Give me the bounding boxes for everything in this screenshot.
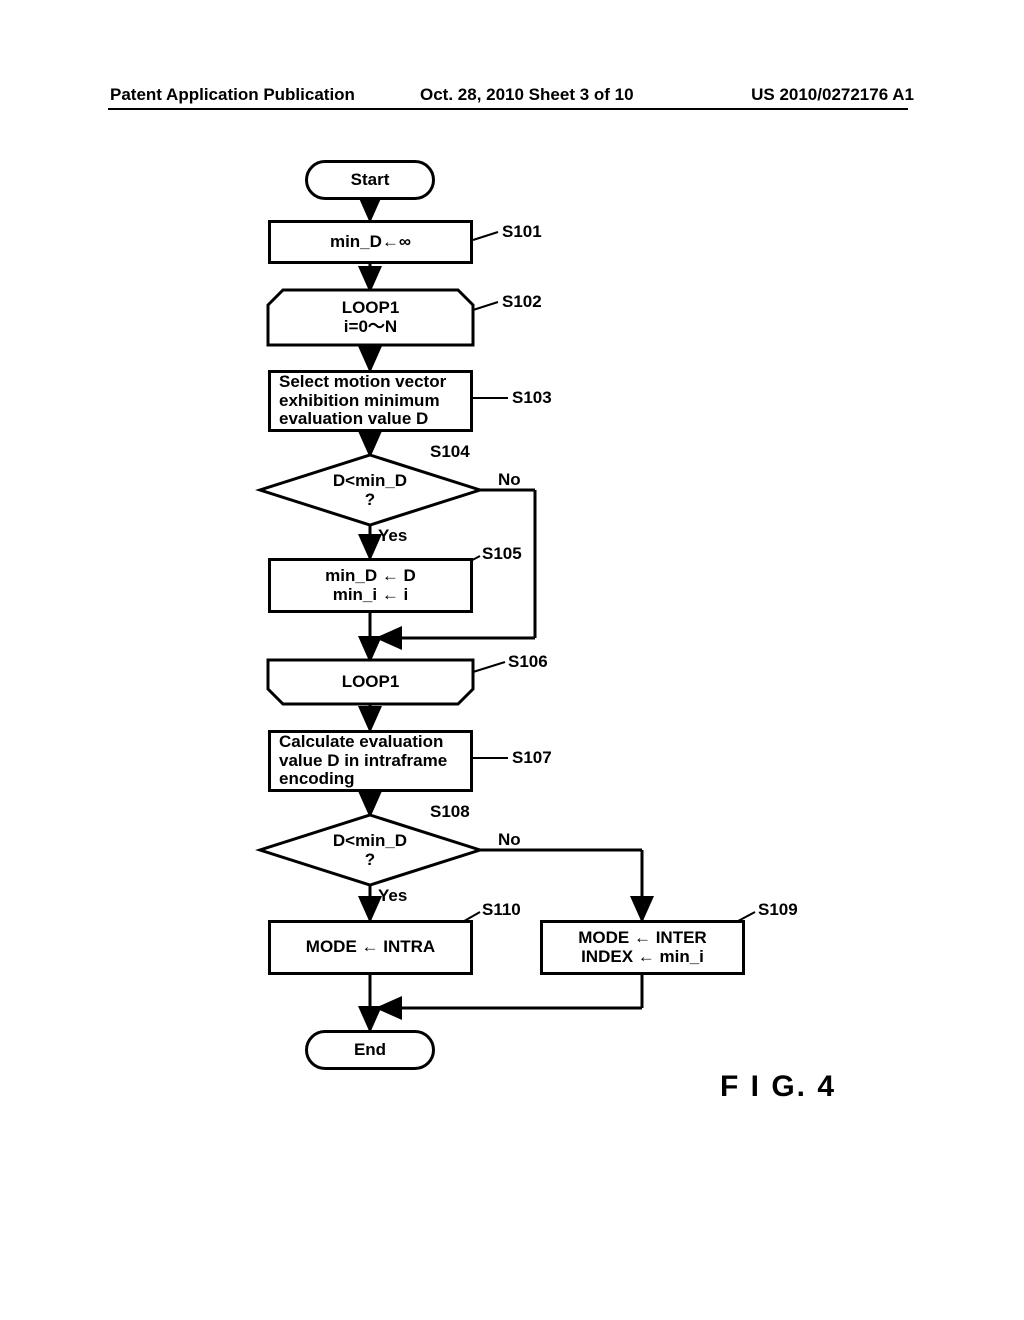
yes-104: Yes bbox=[378, 526, 407, 546]
step-s106: LOOP1 bbox=[268, 660, 473, 704]
no-104: No bbox=[498, 470, 521, 490]
no-108: No bbox=[498, 830, 521, 850]
end-terminator: End bbox=[305, 1030, 435, 1070]
s108-text: D<min_D ? bbox=[333, 832, 407, 869]
step-s107: Calculate evaluation value D in intrafra… bbox=[268, 730, 473, 792]
s103-text: Select motion vector exhibition minimum … bbox=[279, 373, 446, 429]
start-label: Start bbox=[351, 171, 390, 190]
step-s103: Select motion vector exhibition minimum … bbox=[268, 370, 473, 432]
s110-text: MODE ← INTRA bbox=[306, 938, 435, 957]
end-label: End bbox=[354, 1041, 386, 1060]
step-s102: LOOP1 i=0～N bbox=[268, 290, 473, 345]
label-s102: S102 bbox=[502, 292, 542, 312]
step-s110: MODE ← INTRA bbox=[268, 920, 473, 975]
header-right: US 2010/0272176 A1 bbox=[751, 85, 914, 105]
header-rule bbox=[108, 108, 908, 110]
step-s104: D<min_D ? bbox=[310, 470, 430, 512]
label-s108: S108 bbox=[430, 802, 470, 822]
label-s109: S109 bbox=[758, 900, 798, 920]
s101-text: min_D←∞ bbox=[330, 233, 411, 252]
header-left: Patent Application Publication bbox=[110, 85, 355, 105]
start-terminator: Start bbox=[305, 160, 435, 200]
s106-text: LOOP1 bbox=[342, 673, 400, 692]
s107-text: Calculate evaluation value D in intrafra… bbox=[279, 733, 447, 789]
step-s105: min_D ← D min_i ← i bbox=[268, 558, 473, 613]
label-s110: S110 bbox=[482, 900, 521, 920]
step-s108: D<min_D ? bbox=[310, 830, 430, 872]
s105-text: min_D ← D min_i ← i bbox=[325, 567, 416, 604]
yes-108: Yes bbox=[378, 886, 407, 906]
step-s101: min_D←∞ bbox=[268, 220, 473, 264]
label-s101: S101 bbox=[502, 222, 542, 242]
step-s109: MODE ← INTER INDEX ← min_i bbox=[540, 920, 745, 975]
label-s106: S106 bbox=[508, 652, 548, 672]
flowchart: Start End min_D←∞ LOOP1 i=0～N Select mot… bbox=[230, 160, 850, 1210]
s109-text: MODE ← INTER INDEX ← min_i bbox=[578, 929, 706, 966]
header-center: Oct. 28, 2010 Sheet 3 of 10 bbox=[420, 85, 634, 105]
label-s103: S103 bbox=[512, 388, 552, 408]
s102-text: LOOP1 i=0～N bbox=[342, 299, 400, 336]
figure-label: F I G. 4 bbox=[720, 1070, 836, 1104]
label-s105: S105 bbox=[482, 544, 522, 564]
label-s104: S104 bbox=[430, 442, 470, 462]
label-s107: S107 bbox=[512, 748, 552, 768]
s104-text: D<min_D ? bbox=[333, 472, 407, 509]
